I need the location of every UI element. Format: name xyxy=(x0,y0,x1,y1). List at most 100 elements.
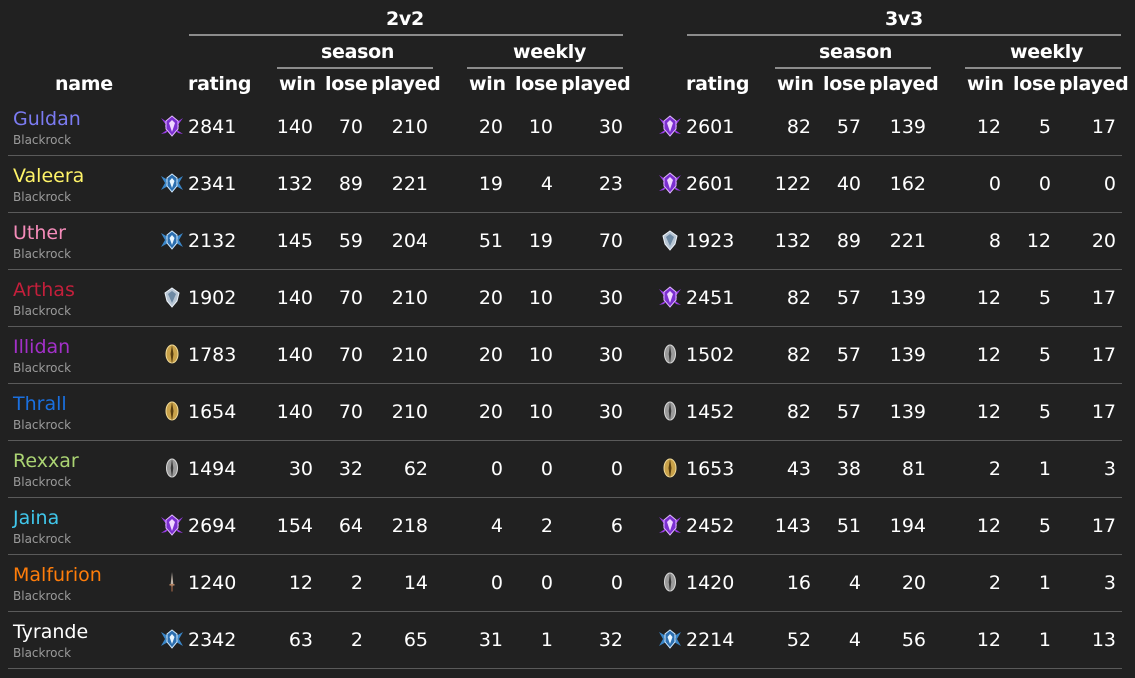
weekly-win-3v3: 12 xyxy=(976,344,1001,366)
weekly-played-3v3: 13 xyxy=(1091,629,1116,651)
table-row[interactable]: Jaina Blackrock 2694 154 64 218 4 2 6 24… xyxy=(0,498,1135,555)
row-divider xyxy=(8,668,1122,669)
season-lose-2v2: 70 xyxy=(338,344,363,366)
weekly-played-3v3: 0 xyxy=(1103,173,1116,195)
table-row[interactable]: Tyrande Blackrock 2342 63 2 65 31 1 32 2… xyxy=(0,612,1135,669)
rating-2v2: 1902 xyxy=(188,287,237,309)
rank-icon-2v2 xyxy=(169,572,175,592)
weekly-win-2v2: 20 xyxy=(478,116,503,138)
weekly-lose-2v2: 19 xyxy=(528,230,553,252)
rank-icon-2v2 xyxy=(161,514,183,536)
player-name[interactable]: Valeera xyxy=(13,165,85,187)
table-row[interactable]: Uther Blackrock 2132 145 59 204 51 19 70… xyxy=(0,213,1135,270)
player-name[interactable]: Thrall xyxy=(13,393,67,415)
rating-3v3: 1452 xyxy=(686,401,735,423)
table-row[interactable]: Illidan Blackrock 1783 140 70 210 20 10 … xyxy=(0,327,1135,384)
season-lose-2v2: 2 xyxy=(350,572,363,594)
player-name[interactable]: Arthas xyxy=(13,279,75,301)
season-win-2v2: 63 xyxy=(288,629,313,651)
rating-3v3: 2451 xyxy=(686,287,735,309)
rating-3v3: 1653 xyxy=(686,458,735,480)
season-played-3v3: 139 xyxy=(889,116,926,138)
player-name[interactable]: Tyrande xyxy=(13,621,89,643)
season-win-2v2: 12 xyxy=(288,572,313,594)
bracket-2v2-title: 2v2 xyxy=(386,8,424,30)
rank-icon-2v2 xyxy=(161,173,183,193)
player-name[interactable]: Jaina xyxy=(13,507,60,529)
weekly-win-2v2: 0 xyxy=(490,572,503,594)
weekly-lose-3v3: 5 xyxy=(1038,116,1051,138)
weekly-played-2v2: 30 xyxy=(598,116,623,138)
row-divider xyxy=(8,212,1122,213)
season-win-3v3: 82 xyxy=(786,344,811,366)
player-name[interactable]: Rexxar xyxy=(13,450,79,472)
table-row[interactable]: Guldan Blackrock 2841 140 70 210 20 10 3… xyxy=(0,99,1135,156)
season-lose-3v3: 40 xyxy=(836,173,861,195)
table-row[interactable]: Rexxar Blackrock 1494 30 32 62 0 0 0 165… xyxy=(0,441,1135,498)
weekly-lose-3v3: 5 xyxy=(1038,515,1051,537)
weekly-lose-2v2: 1 xyxy=(540,629,553,651)
weekly-lose-3v3: 1 xyxy=(1038,458,1051,480)
season-lose-3v3: 89 xyxy=(836,230,861,252)
rating-2v2: 1654 xyxy=(188,401,237,423)
player-name[interactable]: Uther xyxy=(13,222,66,244)
col-3v3-rating-header: rating xyxy=(686,73,750,95)
col-2v2-weekly-win-header: win xyxy=(469,73,506,95)
season-win-2v2: 145 xyxy=(276,230,313,252)
row-divider xyxy=(8,440,1122,441)
weekly-lose-2v2: 2 xyxy=(540,515,553,537)
season-lose-3v3: 57 xyxy=(836,116,861,138)
weekly-win-2v2: 19 xyxy=(478,173,503,195)
weekly-played-2v2: 6 xyxy=(610,515,623,537)
row-divider xyxy=(8,383,1122,384)
weekly-lose-3v3: 5 xyxy=(1038,287,1051,309)
season-win-3v3: 52 xyxy=(786,629,811,651)
weekly-lose-3v3: 5 xyxy=(1038,401,1051,423)
table-row[interactable]: Malfurion Blackrock 1240 12 2 14 0 0 0 1… xyxy=(0,555,1135,612)
player-name[interactable]: Guldan xyxy=(13,108,81,130)
season-lose-3v3: 57 xyxy=(836,401,861,423)
weekly-win-2v2: 31 xyxy=(478,629,503,651)
rating-2v2: 2694 xyxy=(188,515,237,537)
weekly-lose-2v2: 10 xyxy=(528,344,553,366)
season-win-2v2: 140 xyxy=(276,401,313,423)
season-3v3-line xyxy=(775,67,931,69)
table-row[interactable]: Arthas Blackrock 1902 140 70 210 20 10 3… xyxy=(0,270,1135,327)
weekly-2v2-title: weekly xyxy=(513,41,587,63)
season-played-3v3: 221 xyxy=(889,230,926,252)
row-divider xyxy=(8,269,1122,270)
season-lose-3v3: 57 xyxy=(836,287,861,309)
season-win-3v3: 82 xyxy=(786,287,811,309)
bracket-2v2-line xyxy=(189,34,623,36)
season-lose-3v3: 38 xyxy=(836,458,861,480)
weekly-played-2v2: 23 xyxy=(598,173,623,195)
season-win-2v2: 30 xyxy=(288,458,313,480)
table-row[interactable]: Thrall Blackrock 1654 140 70 210 20 10 3… xyxy=(0,384,1135,441)
player-realm: Blackrock xyxy=(13,532,72,546)
player-realm: Blackrock xyxy=(13,475,72,489)
rank-icon-3v3 xyxy=(659,514,681,536)
rating-3v3: 2601 xyxy=(686,173,735,195)
season-lose-3v3: 57 xyxy=(836,344,861,366)
col-2v2-weekly-lose-header: lose xyxy=(515,73,558,95)
table-row[interactable]: Valeera Blackrock 2341 132 89 221 19 4 2… xyxy=(0,156,1135,213)
col-3v3-season-lose-header: lose xyxy=(823,73,866,95)
rank-icon-3v3 xyxy=(664,572,676,592)
col-2v2-rating-header: rating xyxy=(188,73,252,95)
weekly-3v3-title: weekly xyxy=(1010,41,1084,63)
rank-icon-3v3 xyxy=(659,172,681,194)
player-realm: Blackrock xyxy=(13,361,72,375)
season-played-3v3: 139 xyxy=(889,344,926,366)
rank-icon-3v3 xyxy=(659,115,681,137)
player-name[interactable]: Malfurion xyxy=(13,564,102,586)
weekly-played-3v3: 17 xyxy=(1091,116,1116,138)
rating-2v2: 1494 xyxy=(188,458,237,480)
season-lose-3v3: 4 xyxy=(848,629,861,651)
weekly-win-3v3: 12 xyxy=(976,629,1001,651)
rank-icon-2v2 xyxy=(161,629,183,649)
weekly-played-2v2: 30 xyxy=(598,401,623,423)
player-name[interactable]: Illidan xyxy=(13,336,71,358)
rank-icon-3v3 xyxy=(664,344,676,364)
weekly-played-3v3: 20 xyxy=(1091,230,1116,252)
weekly-lose-2v2: 10 xyxy=(528,401,553,423)
